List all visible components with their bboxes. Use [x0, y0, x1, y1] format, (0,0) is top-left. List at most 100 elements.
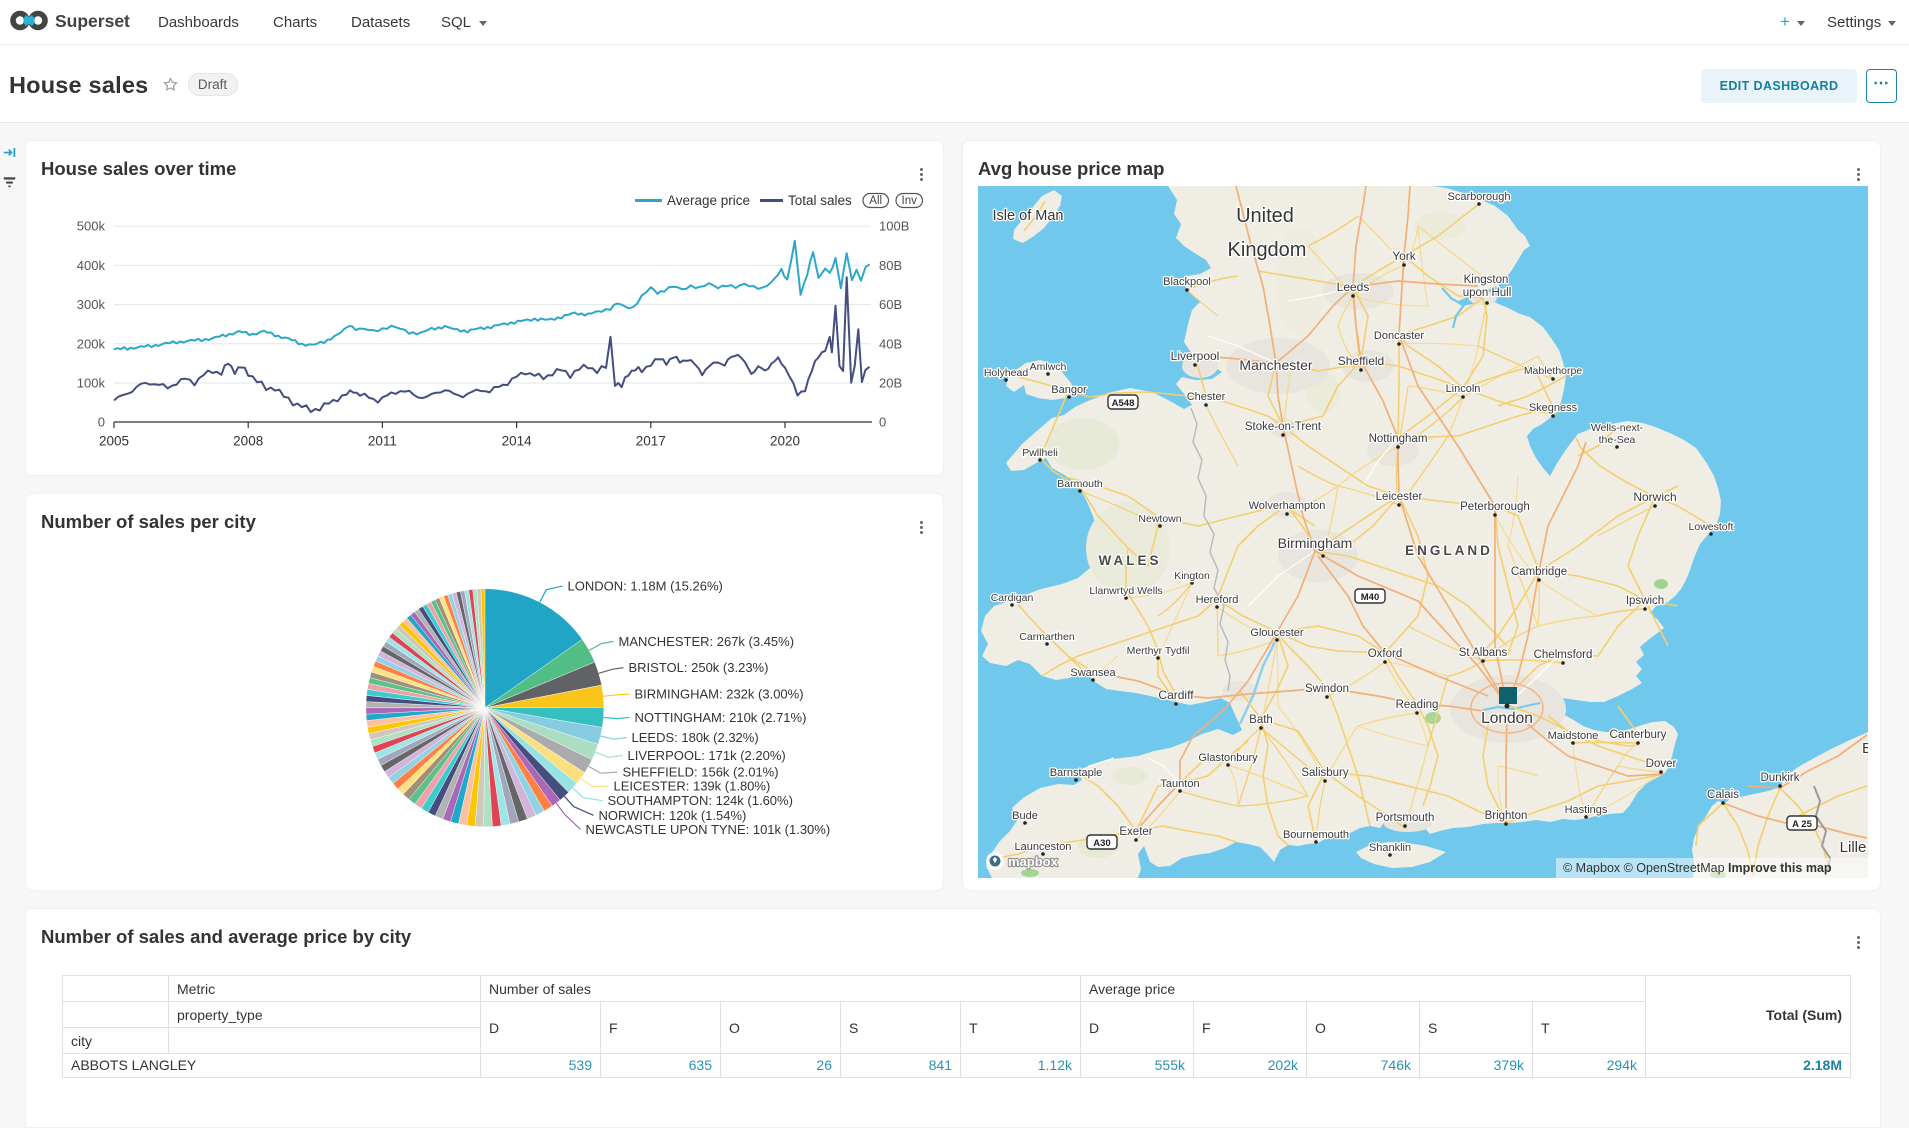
svg-text:© Mapbox © OpenStreetMap Impro: © Mapbox © OpenStreetMap Improve this ma…	[1563, 861, 1832, 875]
svg-text:2005: 2005	[99, 434, 129, 449]
svg-text:Salisbury: Salisbury	[1301, 767, 1349, 779]
svg-text:Wolverhampton: Wolverhampton	[1249, 500, 1326, 512]
svg-text:United: United	[1236, 205, 1294, 227]
svg-text:80B: 80B	[879, 258, 902, 273]
svg-text:mapbox: mapbox	[1008, 854, 1059, 869]
svg-text:Exeter: Exeter	[1119, 826, 1152, 838]
svg-text:St Albans: St Albans	[1459, 647, 1508, 659]
svg-text:Canterbury: Canterbury	[1610, 729, 1667, 741]
svg-text:Total sales: Total sales	[788, 193, 852, 208]
svg-text:Dover: Dover	[1646, 758, 1677, 770]
svg-text:SOUTHAMPTON: 124k (1.60%): SOUTHAMPTON: 124k (1.60%)	[608, 793, 793, 808]
svg-text:Dunkirk: Dunkirk	[1761, 772, 1800, 784]
svg-text:Mablethorpe: Mablethorpe	[1524, 365, 1583, 377]
svg-text:Kington: Kington	[1174, 570, 1210, 582]
svg-text:Norwich: Norwich	[1633, 490, 1676, 504]
svg-text:A 25: A 25	[1792, 819, 1812, 830]
svg-text:Br: Br	[1862, 740, 1868, 757]
svg-text:Swindon: Swindon	[1305, 683, 1349, 695]
svg-text:0: 0	[98, 415, 105, 430]
svg-text:Pwllheli: Pwllheli	[1022, 447, 1058, 459]
svg-text:BIRMINGHAM: 232k (3.00%): BIRMINGHAM: 232k (3.00%)	[635, 687, 804, 702]
svg-text:Launceston: Launceston	[1015, 841, 1072, 853]
svg-text:Inv: Inv	[902, 195, 918, 207]
svg-text:Bude: Bude	[1012, 810, 1038, 822]
svg-text:Average price: Average price	[667, 193, 750, 208]
svg-text:Holyhead: Holyhead	[984, 367, 1029, 379]
svg-text:Barnstaple: Barnstaple	[1050, 767, 1103, 779]
svg-text:Isle of Man: Isle of Man	[993, 208, 1064, 224]
svg-text:Reading: Reading	[1396, 699, 1439, 711]
svg-text:Hereford: Hereford	[1196, 594, 1239, 606]
svg-text:Bournemouth: Bournemouth	[1283, 829, 1349, 841]
svg-text:Cardigan: Cardigan	[991, 592, 1034, 604]
svg-text:Gloucester: Gloucester	[1250, 627, 1304, 639]
svg-text:Portsmouth: Portsmouth	[1376, 812, 1435, 824]
svg-text:Brighton: Brighton	[1485, 810, 1528, 822]
svg-text:NEWCASTLE UPON TYNE: 101k (1.3: NEWCASTLE UPON TYNE: 101k (1.30%)	[586, 822, 831, 837]
svg-text:Taunton: Taunton	[1160, 778, 1199, 790]
svg-text:Newtown: Newtown	[1138, 513, 1181, 525]
svg-text:LEICESTER: 139k (1.80%): LEICESTER: 139k (1.80%)	[614, 779, 771, 794]
svg-text:Llanwrtyd Wells: Llanwrtyd Wells	[1089, 585, 1162, 597]
svg-text:2011: 2011	[368, 434, 397, 449]
svg-text:Lille: Lille	[1840, 839, 1867, 856]
svg-text:Skegness: Skegness	[1529, 402, 1578, 414]
svg-text:2020: 2020	[770, 434, 800, 449]
svg-text:Cambridge: Cambridge	[1511, 566, 1567, 578]
svg-text:MANCHESTER: 267k (3.45%): MANCHESTER: 267k (3.45%)	[619, 634, 795, 649]
svg-text:upon Hull: upon Hull	[1463, 287, 1512, 299]
svg-text:Manchester: Manchester	[1239, 357, 1312, 373]
svg-text:Blackpool: Blackpool	[1163, 276, 1211, 288]
svg-text:Kingdom: Kingdom	[1228, 239, 1307, 261]
svg-text:SHEFFIELD: 156k (2.01%): SHEFFIELD: 156k (2.01%)	[623, 765, 779, 780]
svg-text:Cardiff: Cardiff	[1158, 688, 1194, 702]
svg-text:London: London	[1481, 710, 1533, 727]
svg-text:100k: 100k	[77, 376, 106, 391]
svg-text:400k: 400k	[77, 258, 106, 273]
svg-text:Carmarthen: Carmarthen	[1019, 631, 1075, 643]
svg-text:200k: 200k	[77, 336, 106, 351]
svg-text:Nottingham: Nottingham	[1369, 433, 1428, 445]
svg-text:Bangor: Bangor	[1051, 384, 1087, 396]
svg-text:NORWICH: 120k (1.54%): NORWICH: 120k (1.54%)	[599, 808, 747, 823]
svg-text:LIVERPOOL: 171k (2.20%): LIVERPOOL: 171k (2.20%)	[628, 748, 786, 763]
svg-text:20B: 20B	[879, 376, 902, 391]
svg-text:Scarborough: Scarborough	[1448, 191, 1511, 203]
svg-text:100B: 100B	[879, 219, 909, 234]
svg-text:Lowestoft: Lowestoft	[1689, 521, 1734, 533]
svg-text:2017: 2017	[636, 434, 666, 449]
svg-text:Oxford: Oxford	[1368, 648, 1403, 660]
svg-text:Liverpool: Liverpool	[1171, 349, 1220, 363]
svg-text:ENGLAND: ENGLAND	[1405, 543, 1493, 558]
svg-text:300k: 300k	[77, 297, 106, 312]
svg-text:Leeds: Leeds	[1337, 280, 1370, 294]
svg-text:Maidstone: Maidstone	[1548, 730, 1599, 742]
svg-text:40B: 40B	[879, 336, 902, 351]
svg-text:Chelmsford: Chelmsford	[1534, 649, 1593, 661]
svg-text:Merthyr Tydfil: Merthyr Tydfil	[1127, 645, 1190, 657]
svg-text:Birmingham: Birmingham	[1278, 535, 1353, 551]
svg-text:A30: A30	[1093, 838, 1110, 849]
svg-text:Wells-next-: Wells-next-	[1591, 422, 1644, 434]
svg-text:Doncaster: Doncaster	[1374, 330, 1424, 342]
svg-text:All: All	[869, 195, 882, 207]
svg-text:M40: M40	[1361, 592, 1379, 603]
svg-text:Lincoln: Lincoln	[1446, 383, 1481, 395]
svg-text:Amlwch: Amlwch	[1030, 361, 1067, 373]
svg-text:Bath: Bath	[1249, 714, 1273, 726]
svg-text:A548: A548	[1112, 398, 1135, 409]
svg-text:Ipswich: Ipswich	[1626, 595, 1664, 607]
svg-text:Hastings: Hastings	[1565, 804, 1608, 816]
svg-text:York: York	[1392, 249, 1417, 263]
svg-text:2008: 2008	[233, 434, 263, 449]
svg-text:BRISTOL: 250k (3.23%): BRISTOL: 250k (3.23%)	[629, 660, 769, 675]
svg-text:Calais: Calais	[1707, 789, 1739, 801]
svg-text:WALES: WALES	[1098, 553, 1161, 568]
svg-text:NOTTINGHAM: 210k (2.71%): NOTTINGHAM: 210k (2.71%)	[635, 710, 807, 725]
svg-text:Barmouth: Barmouth	[1057, 478, 1103, 490]
svg-text:LONDON: 1.18M (15.26%): LONDON: 1.18M (15.26%)	[568, 579, 723, 594]
svg-text:0: 0	[879, 415, 886, 430]
svg-text:60B: 60B	[879, 297, 902, 312]
svg-text:Kingston: Kingston	[1464, 274, 1509, 286]
